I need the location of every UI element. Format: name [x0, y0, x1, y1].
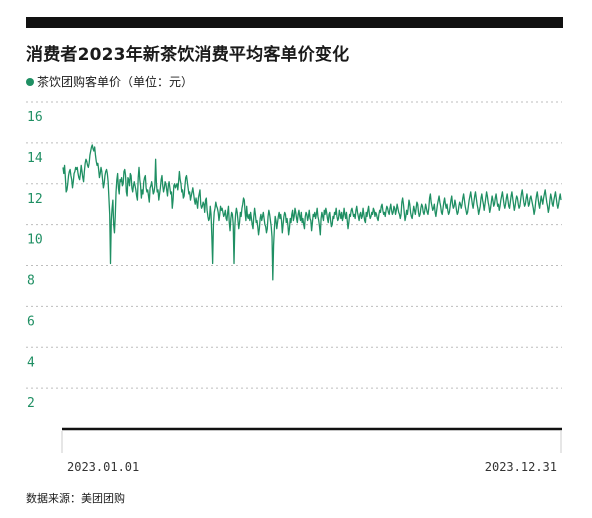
y-tick-label-14: 14 — [27, 151, 43, 166]
y-tick-label-16: 16 — [27, 110, 43, 125]
y-tick-labels: 2 4 6 8 10 12 14 16 — [27, 110, 43, 411]
series-line-price — [62, 144, 562, 281]
legend-dot-icon — [26, 77, 34, 86]
y-tick-label-8: 8 — [27, 274, 35, 289]
grid-lines — [26, 101, 562, 389]
chart-title: 消费者2023年新茶饮消费平均客单价变化 — [26, 45, 350, 65]
y-tick-label-10: 10 — [27, 233, 43, 248]
legend: 茶饮团购客单价（单位：元） — [26, 73, 193, 90]
y-tick-label-12: 12 — [27, 192, 43, 207]
legend-label: 茶饮团购客单价（单位：元） — [37, 75, 194, 89]
data-source: 数据来源：美团团购 — [26, 492, 125, 505]
y-tick-label-6: 6 — [27, 314, 35, 329]
top-bar — [26, 17, 563, 28]
x-tick-label-start: 2023.01.01 — [67, 460, 139, 474]
y-tick-label-4: 4 — [27, 355, 35, 370]
x-tick-label-end: 2023.12.31 — [485, 460, 557, 474]
y-tick-label-2: 2 — [27, 396, 35, 411]
